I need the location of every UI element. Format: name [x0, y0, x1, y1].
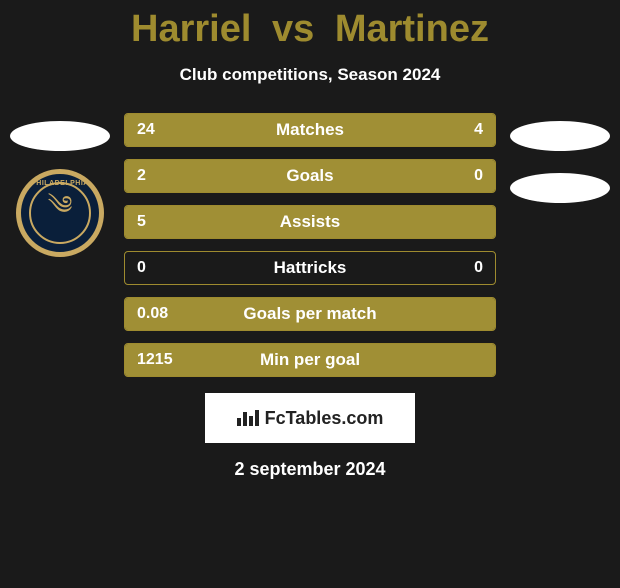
- club-logo-text: PHILADELPHIA: [21, 180, 99, 187]
- club-logo-inner-icon: ༄: [29, 182, 91, 244]
- stat-left-fill: [125, 160, 495, 192]
- subtitle: Club competitions, Season 2024: [0, 65, 620, 85]
- stat-left-fill: [125, 206, 495, 238]
- right-ellipse-icon: [510, 173, 610, 203]
- left-side-column: PHILADELPHIA ༄: [0, 113, 120, 257]
- stat-row: Goals20: [124, 159, 496, 193]
- chart-icon: [237, 410, 261, 426]
- stat-row: Hattricks00: [124, 251, 496, 285]
- stat-row: Matches244: [124, 113, 496, 147]
- stat-right-fill: [414, 114, 495, 146]
- footer-brand-label: FcTables.com: [265, 408, 384, 429]
- snake-icon: ༄: [48, 177, 73, 250]
- right-flag-icon: [510, 121, 610, 151]
- title-vs: vs: [262, 8, 324, 50]
- footer-brand: FcTables.com: [205, 393, 415, 443]
- stat-row: Min per goal1215: [124, 343, 496, 377]
- left-club-logo-icon: PHILADELPHIA ༄: [16, 169, 104, 257]
- comparison-title: Harriel vs Martinez: [0, 8, 620, 51]
- footer-date: 2 september 2024: [0, 459, 620, 480]
- title-player1: Harriel: [131, 8, 251, 50]
- stat-left-fill: [125, 114, 414, 146]
- stat-row: Goals per match0.08: [124, 297, 496, 331]
- stat-gap: [125, 252, 495, 284]
- content-row: PHILADELPHIA ༄ Matches244 Goals20 Assists5…: [0, 113, 620, 389]
- stat-row: Assists5: [124, 205, 496, 239]
- stat-bars-column: Matches244 Goals20 Assists5 Hattricks00 Goal…: [120, 113, 500, 389]
- title-player2: Martinez: [335, 8, 489, 50]
- right-side-column: [500, 113, 620, 203]
- stat-left-fill: [125, 298, 495, 330]
- stat-left-fill: [125, 344, 495, 376]
- left-flag-icon: [10, 121, 110, 151]
